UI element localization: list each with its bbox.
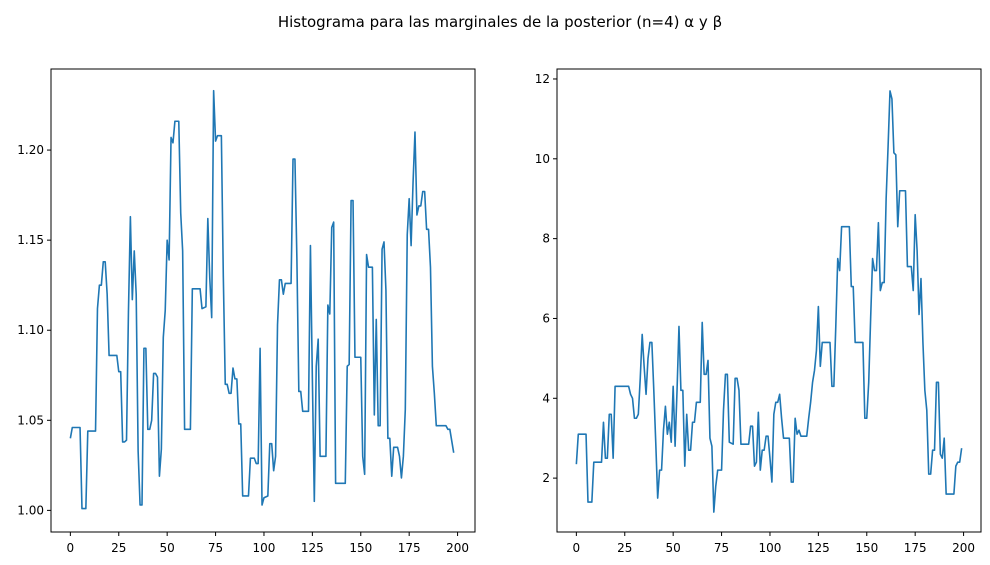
right-series-line-0 — [575, 90, 963, 513]
left-ytick-label: 1.00 — [17, 503, 44, 517]
left-xtick-label: 100 — [253, 541, 276, 555]
right-ytick-label: 4 — [542, 391, 550, 405]
left-axes: 0 25 50 75 100 125 150 175 200 1.00 1.05 1.10 1.15 1.… — [17, 68, 476, 555]
left-xtick-label: 175 — [398, 541, 421, 555]
left-xtick-label: 200 — [446, 541, 469, 555]
right-ytick-label: 6 — [542, 311, 550, 325]
left-series-line-0 — [69, 89, 455, 510]
right-xtick-label: 50 — [666, 541, 681, 555]
right-ytick-label: 10 — [535, 152, 550, 166]
right-xtick-label: 100 — [759, 541, 782, 555]
left-xtick-label: 0 — [67, 541, 75, 555]
left-xtick-label: 125 — [301, 541, 324, 555]
left-xtick-label: 150 — [349, 541, 372, 555]
left-axes-frame — [50, 68, 476, 533]
left-ytick-label: 1.20 — [17, 143, 44, 157]
right-ytick-label: 12 — [535, 72, 550, 86]
left-ytick-label: 1.10 — [17, 323, 44, 337]
right-axes-frame — [556, 68, 982, 533]
right-axes: 0 25 50 75 100 125 150 175 200 2 4 6 8 10 12 — [535, 68, 982, 555]
left-xtick-label: 75 — [208, 541, 223, 555]
right-xtick-label: 125 — [807, 541, 830, 555]
right-xtick-label: 175 — [904, 541, 927, 555]
right-xtick-label: 75 — [714, 541, 729, 555]
left-ytick-label: 1.05 — [17, 413, 44, 427]
right-xtick-label: 150 — [855, 541, 878, 555]
figure-suptitle: Histograma para las marginales de la pos… — [278, 13, 722, 31]
left-ytick-label: 1.15 — [17, 233, 44, 247]
right-xtick-label: 0 — [573, 541, 581, 555]
left-xtick-label: 25 — [111, 541, 126, 555]
right-xtick-label: 200 — [952, 541, 975, 555]
right-xtick-label: 25 — [617, 541, 632, 555]
right-ytick-label: 2 — [542, 471, 550, 485]
right-ytick-label: 8 — [542, 232, 550, 246]
left-xtick-label: 50 — [160, 541, 175, 555]
